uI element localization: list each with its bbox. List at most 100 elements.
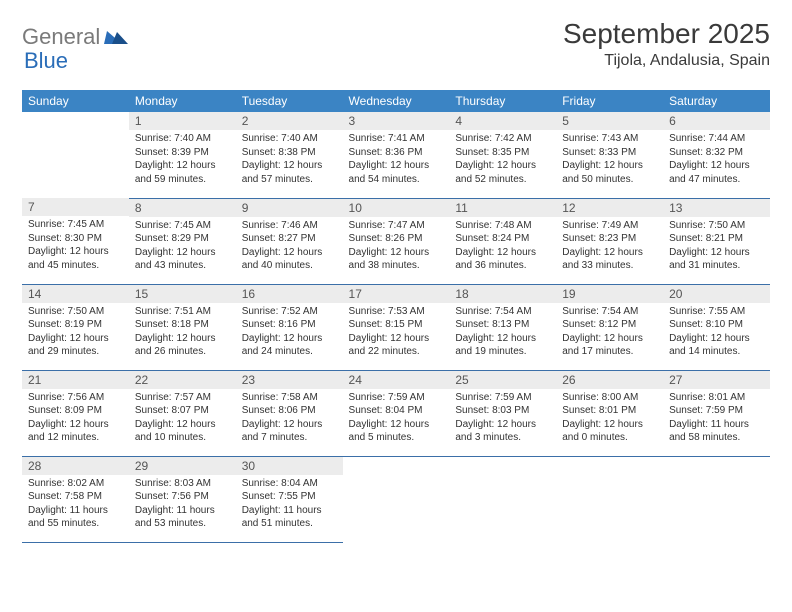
day-details: Sunrise: 8:00 AMSunset: 8:01 PMDaylight:…: [556, 389, 663, 449]
calendar-day-cell: 20Sunrise: 7:55 AMSunset: 8:10 PMDayligh…: [663, 284, 770, 370]
day-number: 25: [449, 371, 556, 389]
calendar-day-cell: [343, 456, 450, 542]
day-details: Sunrise: 7:51 AMSunset: 8:18 PMDaylight:…: [129, 303, 236, 363]
day-details: Sunrise: 7:56 AMSunset: 8:09 PMDaylight:…: [22, 389, 129, 449]
logo-text-blue: Blue: [24, 48, 68, 73]
day-number: 20: [663, 285, 770, 303]
day-number: 21: [22, 371, 129, 389]
calendar-day-cell: 28Sunrise: 8:02 AMSunset: 7:58 PMDayligh…: [22, 456, 129, 542]
day-details: Sunrise: 7:49 AMSunset: 8:23 PMDaylight:…: [556, 217, 663, 277]
logo-text-general: General: [22, 24, 100, 50]
calendar-day-cell: 10Sunrise: 7:47 AMSunset: 8:26 PMDayligh…: [343, 198, 450, 284]
calendar-header-row: SundayMondayTuesdayWednesdayThursdayFrid…: [22, 90, 770, 112]
day-details: Sunrise: 8:04 AMSunset: 7:55 PMDaylight:…: [236, 475, 343, 535]
calendar-day-cell: 12Sunrise: 7:49 AMSunset: 8:23 PMDayligh…: [556, 198, 663, 284]
day-details: Sunrise: 8:02 AMSunset: 7:58 PMDaylight:…: [22, 475, 129, 535]
day-details: Sunrise: 7:40 AMSunset: 8:38 PMDaylight:…: [236, 130, 343, 190]
calendar-week-row: 21Sunrise: 7:56 AMSunset: 8:09 PMDayligh…: [22, 370, 770, 456]
weekday-header: Monday: [129, 90, 236, 112]
calendar-day-cell: 24Sunrise: 7:59 AMSunset: 8:04 PMDayligh…: [343, 370, 450, 456]
day-details: Sunrise: 7:59 AMSunset: 8:04 PMDaylight:…: [343, 389, 450, 449]
day-details: Sunrise: 7:45 AMSunset: 8:30 PMDaylight:…: [22, 216, 129, 276]
calendar-day-cell: 21Sunrise: 7:56 AMSunset: 8:09 PMDayligh…: [22, 370, 129, 456]
calendar-day-cell: 8Sunrise: 7:45 AMSunset: 8:29 PMDaylight…: [129, 198, 236, 284]
title-block: September 2025 Tijola, Andalusia, Spain: [563, 18, 770, 70]
day-number: 24: [343, 371, 450, 389]
calendar-day-cell: 2Sunrise: 7:40 AMSunset: 8:38 PMDaylight…: [236, 112, 343, 198]
calendar-day-cell: 23Sunrise: 7:58 AMSunset: 8:06 PMDayligh…: [236, 370, 343, 456]
calendar-day-cell: 3Sunrise: 7:41 AMSunset: 8:36 PMDaylight…: [343, 112, 450, 198]
day-number: 2: [236, 112, 343, 130]
calendar-day-cell: 16Sunrise: 7:52 AMSunset: 8:16 PMDayligh…: [236, 284, 343, 370]
calendar-day-cell: 14Sunrise: 7:50 AMSunset: 8:19 PMDayligh…: [22, 284, 129, 370]
calendar-day-cell: 5Sunrise: 7:43 AMSunset: 8:33 PMDaylight…: [556, 112, 663, 198]
calendar-week-row: 1Sunrise: 7:40 AMSunset: 8:39 PMDaylight…: [22, 112, 770, 198]
day-details: Sunrise: 7:52 AMSunset: 8:16 PMDaylight:…: [236, 303, 343, 363]
day-details: Sunrise: 7:40 AMSunset: 8:39 PMDaylight:…: [129, 130, 236, 190]
day-number: 16: [236, 285, 343, 303]
day-number: 12: [556, 199, 663, 217]
day-details: Sunrise: 7:55 AMSunset: 8:10 PMDaylight:…: [663, 303, 770, 363]
day-number: 19: [556, 285, 663, 303]
calendar-day-cell: 1Sunrise: 7:40 AMSunset: 8:39 PMDaylight…: [129, 112, 236, 198]
day-number: 23: [236, 371, 343, 389]
day-details: Sunrise: 7:58 AMSunset: 8:06 PMDaylight:…: [236, 389, 343, 449]
calendar-day-cell: 15Sunrise: 7:51 AMSunset: 8:18 PMDayligh…: [129, 284, 236, 370]
calendar-day-cell: 27Sunrise: 8:01 AMSunset: 7:59 PMDayligh…: [663, 370, 770, 456]
day-details: Sunrise: 8:01 AMSunset: 7:59 PMDaylight:…: [663, 389, 770, 449]
day-details: Sunrise: 7:46 AMSunset: 8:27 PMDaylight:…: [236, 217, 343, 277]
day-number: 8: [129, 199, 236, 217]
day-details: Sunrise: 7:47 AMSunset: 8:26 PMDaylight:…: [343, 217, 450, 277]
day-details: Sunrise: 7:45 AMSunset: 8:29 PMDaylight:…: [129, 217, 236, 277]
day-number: 9: [236, 199, 343, 217]
calendar-day-cell: 7Sunrise: 7:45 AMSunset: 8:30 PMDaylight…: [22, 198, 129, 284]
day-number: 27: [663, 371, 770, 389]
day-number: 13: [663, 199, 770, 217]
day-details: Sunrise: 7:42 AMSunset: 8:35 PMDaylight:…: [449, 130, 556, 190]
calendar-day-cell: [663, 456, 770, 542]
day-number: 30: [236, 457, 343, 475]
logo: General: [22, 24, 130, 50]
day-details: Sunrise: 8:03 AMSunset: 7:56 PMDaylight:…: [129, 475, 236, 535]
day-number: 11: [449, 199, 556, 217]
day-number: 28: [22, 457, 129, 475]
calendar-day-cell: 26Sunrise: 8:00 AMSunset: 8:01 PMDayligh…: [556, 370, 663, 456]
calendar-day-cell: 25Sunrise: 7:59 AMSunset: 8:03 PMDayligh…: [449, 370, 556, 456]
weekday-header: Sunday: [22, 90, 129, 112]
day-number: 6: [663, 112, 770, 130]
calendar-week-row: 14Sunrise: 7:50 AMSunset: 8:19 PMDayligh…: [22, 284, 770, 370]
weekday-header: Saturday: [663, 90, 770, 112]
month-title: September 2025: [563, 18, 770, 50]
day-number: 17: [343, 285, 450, 303]
calendar-day-cell: 22Sunrise: 7:57 AMSunset: 8:07 PMDayligh…: [129, 370, 236, 456]
day-details: Sunrise: 7:54 AMSunset: 8:13 PMDaylight:…: [449, 303, 556, 363]
day-number: 5: [556, 112, 663, 130]
day-number: 7: [22, 198, 129, 216]
day-number: 22: [129, 371, 236, 389]
calendar-day-cell: 13Sunrise: 7:50 AMSunset: 8:21 PMDayligh…: [663, 198, 770, 284]
calendar-day-cell: 18Sunrise: 7:54 AMSunset: 8:13 PMDayligh…: [449, 284, 556, 370]
day-number: 29: [129, 457, 236, 475]
day-details: Sunrise: 7:53 AMSunset: 8:15 PMDaylight:…: [343, 303, 450, 363]
day-details: Sunrise: 7:41 AMSunset: 8:36 PMDaylight:…: [343, 130, 450, 190]
weekday-header: Friday: [556, 90, 663, 112]
day-number: 15: [129, 285, 236, 303]
calendar-day-cell: [449, 456, 556, 542]
day-details: Sunrise: 7:48 AMSunset: 8:24 PMDaylight:…: [449, 217, 556, 277]
weekday-header: Tuesday: [236, 90, 343, 112]
day-details: Sunrise: 7:44 AMSunset: 8:32 PMDaylight:…: [663, 130, 770, 190]
day-details: Sunrise: 7:50 AMSunset: 8:21 PMDaylight:…: [663, 217, 770, 277]
header: General September 2025 Tijola, Andalusia…: [22, 18, 770, 70]
day-number: 14: [22, 285, 129, 303]
calendar-day-cell: [22, 112, 129, 198]
location: Tijola, Andalusia, Spain: [563, 52, 770, 70]
calendar-day-cell: [556, 456, 663, 542]
calendar-week-row: 7Sunrise: 7:45 AMSunset: 8:30 PMDaylight…: [22, 198, 770, 284]
day-number: 18: [449, 285, 556, 303]
logo-blue-row: Blue: [24, 48, 68, 74]
calendar-day-cell: 11Sunrise: 7:48 AMSunset: 8:24 PMDayligh…: [449, 198, 556, 284]
day-details: Sunrise: 7:50 AMSunset: 8:19 PMDaylight:…: [22, 303, 129, 363]
calendar-day-cell: 6Sunrise: 7:44 AMSunset: 8:32 PMDaylight…: [663, 112, 770, 198]
calendar-day-cell: 4Sunrise: 7:42 AMSunset: 8:35 PMDaylight…: [449, 112, 556, 198]
calendar-day-cell: 17Sunrise: 7:53 AMSunset: 8:15 PMDayligh…: [343, 284, 450, 370]
